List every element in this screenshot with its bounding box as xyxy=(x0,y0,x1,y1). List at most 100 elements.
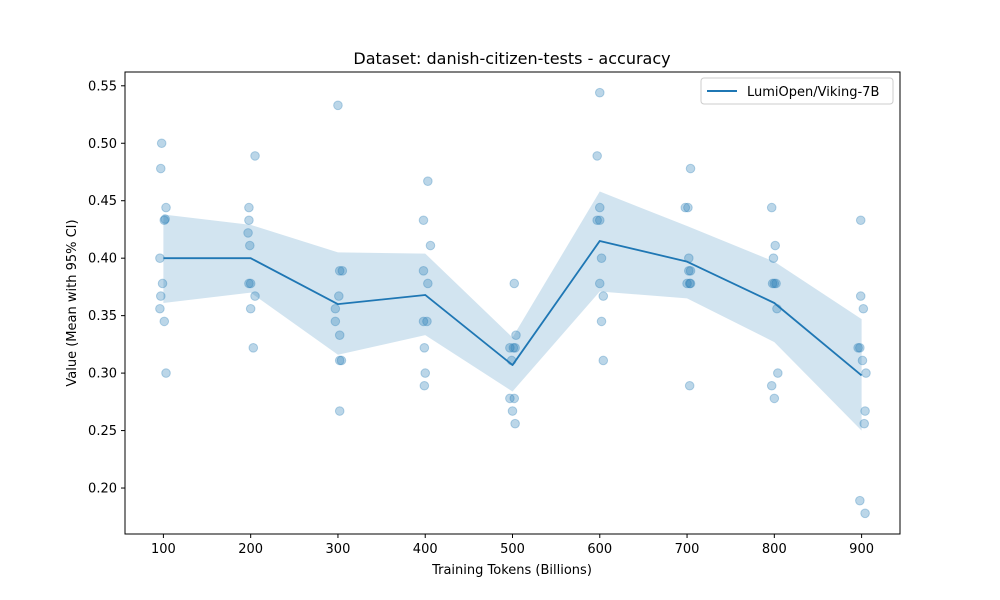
y-tick-label: 0.40 xyxy=(88,252,117,267)
y-axis: 0.20 0.25 0.30 0.35 0.40 0.45 0.50 0.55 xyxy=(88,79,125,497)
scatter-point xyxy=(769,393,780,404)
confidence-band-layer xyxy=(163,191,862,431)
scatter-point xyxy=(682,278,692,289)
chart-title: Dataset: danish-citizen-tests - accuracy xyxy=(353,49,670,68)
scatter-point xyxy=(155,291,166,301)
scatter-point xyxy=(505,343,515,353)
scatter-point xyxy=(244,202,254,213)
y-axis-label: Value (Mean with 95% CI) xyxy=(65,219,80,386)
y-tick-label: 0.20 xyxy=(88,482,117,497)
y-tick-label: 0.30 xyxy=(88,367,117,382)
scatter-point xyxy=(505,393,515,404)
scatter-point xyxy=(684,266,694,276)
scatter-point xyxy=(160,214,170,224)
scatter-point xyxy=(769,278,780,289)
scatter-layer xyxy=(155,87,871,519)
scatter-point xyxy=(425,240,436,251)
scatter-point xyxy=(594,215,605,226)
x-tick-label: 500 xyxy=(500,542,525,557)
scatter-point xyxy=(419,380,430,391)
scatter-point xyxy=(334,406,345,416)
scatter-point xyxy=(684,380,695,391)
scatter-point xyxy=(330,303,341,314)
scatter-point xyxy=(420,368,431,378)
scatter-point xyxy=(596,316,607,327)
scatter-point xyxy=(337,266,348,276)
scatter-point xyxy=(334,266,345,276)
scatter-point xyxy=(418,316,429,327)
scatter-point xyxy=(422,316,432,327)
scatter-point xyxy=(680,202,691,213)
y-tick-label: 0.25 xyxy=(88,424,117,439)
scatter-point xyxy=(684,278,695,289)
x-tick-label: 900 xyxy=(849,542,874,557)
scatter-point xyxy=(330,316,341,327)
scatter-point xyxy=(510,418,520,429)
scatter-point xyxy=(592,151,602,161)
x-tick-label: 800 xyxy=(762,542,787,557)
scatter-point xyxy=(685,163,696,174)
scatter-point xyxy=(768,253,779,263)
scatter-point xyxy=(507,406,518,416)
scatter-point xyxy=(508,343,519,353)
scatter-point xyxy=(860,406,870,416)
scatter-point xyxy=(770,240,781,251)
scatter-point xyxy=(594,278,605,289)
scatter-point xyxy=(244,278,254,289)
scatter-point xyxy=(857,355,868,366)
scatter-point xyxy=(419,343,430,353)
x-tick-label: 700 xyxy=(675,542,700,557)
scatter-point xyxy=(248,343,259,353)
scatter-point xyxy=(423,176,433,186)
scatter-point xyxy=(859,418,870,429)
legend-box xyxy=(700,77,894,105)
scatter-point xyxy=(155,253,165,263)
scatter-point xyxy=(509,393,520,404)
x-tick-label: 600 xyxy=(587,542,612,557)
scatter-point xyxy=(510,343,520,353)
y-tick-label: 0.50 xyxy=(88,137,117,152)
x-tick-label: 400 xyxy=(413,542,438,557)
scatter-point xyxy=(592,215,602,226)
scatter-point xyxy=(853,343,863,353)
scatter-point xyxy=(594,202,605,213)
scatter-point xyxy=(766,380,777,391)
scatter-point xyxy=(245,303,256,314)
legend-label: LumiOpen/Viking-7B xyxy=(747,85,879,100)
scatter-point xyxy=(161,202,171,213)
scatter-point xyxy=(159,316,170,327)
scatter-point xyxy=(855,291,866,301)
x-axis: 100 200 300 400 500 600 700 800 900 xyxy=(151,534,874,557)
scatter-point xyxy=(766,202,777,213)
scatter-point xyxy=(245,278,256,289)
mean-line-layer xyxy=(163,240,863,377)
scatter-point xyxy=(334,355,345,366)
scatter-point xyxy=(334,291,344,301)
scatter-point xyxy=(250,291,260,301)
scatter-point xyxy=(155,303,165,314)
scatter-point xyxy=(155,163,166,174)
scatter-point xyxy=(855,495,865,506)
legend: LumiOpen/Viking-7B xyxy=(700,77,894,105)
scatter-point xyxy=(161,368,171,378)
scatter-point xyxy=(245,240,255,251)
scatter-point xyxy=(855,343,865,353)
scatter-point xyxy=(156,138,167,149)
scatter-point xyxy=(159,215,170,226)
scatter-point xyxy=(423,278,433,289)
y-tick-label: 0.45 xyxy=(88,194,117,209)
scatter-point xyxy=(855,215,866,226)
scatter-point xyxy=(336,355,347,366)
x-tick-label: 300 xyxy=(326,542,351,557)
scatter-point xyxy=(244,215,254,226)
scatter-point xyxy=(767,278,778,289)
scatter-point xyxy=(860,508,870,519)
x-tick-label: 200 xyxy=(238,542,263,557)
scatter-point xyxy=(157,278,168,289)
scatter-point xyxy=(858,303,869,314)
scatter-point xyxy=(511,330,521,340)
scatter-point xyxy=(509,278,520,289)
scatter-point xyxy=(334,330,345,340)
scatter-point xyxy=(598,355,609,366)
scatter-point xyxy=(685,278,696,289)
